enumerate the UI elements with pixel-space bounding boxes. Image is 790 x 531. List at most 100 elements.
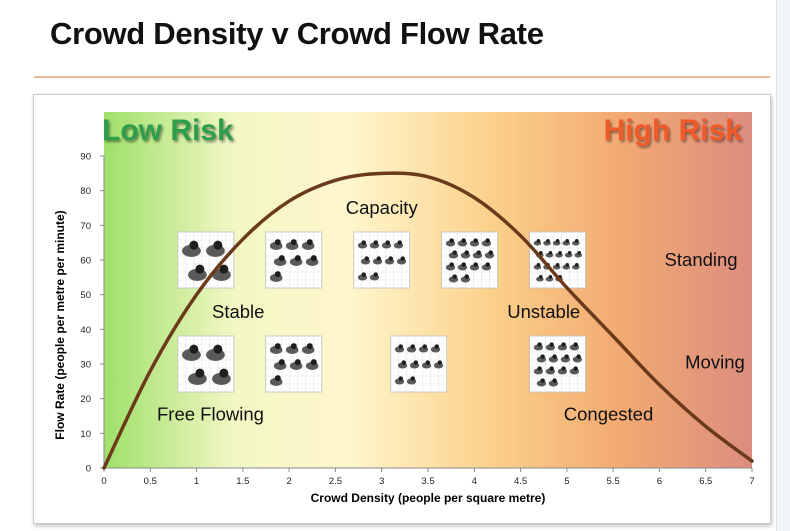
person-head — [488, 250, 493, 255]
y-tick-label: 40 — [80, 325, 91, 336]
person-head — [213, 344, 223, 354]
x-tick-label: 2 — [286, 476, 291, 487]
x-tick-label: 7 — [749, 476, 754, 487]
person-head — [573, 366, 578, 371]
person-head — [306, 343, 313, 350]
y-tick-label: 80 — [80, 186, 91, 197]
x-tick-label: 6 — [657, 476, 662, 487]
y-tick-label: 10 — [80, 429, 91, 440]
person-head — [278, 359, 285, 366]
person-head — [294, 255, 301, 262]
x-tick-label: 2.5 — [329, 476, 342, 487]
x-tick-label: 5 — [564, 476, 569, 487]
person-head — [213, 240, 223, 250]
person-head — [274, 375, 281, 382]
y-tick-label: 0 — [86, 464, 91, 475]
person-head — [549, 366, 554, 371]
flow-curve-line — [102, 171, 754, 470]
x-tick-label: 6.5 — [699, 476, 712, 487]
person-head — [373, 272, 378, 277]
person-head — [422, 344, 428, 349]
x-tick-label: 3.5 — [421, 476, 434, 487]
person-head — [195, 264, 205, 274]
person-head — [219, 264, 229, 274]
annotation-label: Unstable — [507, 301, 580, 322]
x-tick-label: 4.5 — [514, 476, 527, 487]
person-head — [564, 354, 569, 359]
person-head — [567, 251, 572, 255]
person-head — [539, 275, 543, 279]
person-head — [452, 274, 457, 279]
x-axis-title: Crowd Density (people per square metre) — [311, 491, 546, 505]
moving-density-3-illustration — [390, 335, 448, 393]
person-head — [373, 240, 378, 245]
person-head — [555, 239, 560, 243]
person-head — [274, 271, 281, 278]
person-head — [575, 263, 579, 267]
annotation-label: Congested — [564, 403, 653, 424]
x-tick-label: 1 — [194, 476, 199, 487]
person-head — [306, 239, 313, 246]
person-head — [361, 272, 366, 277]
y-tick-label: 20 — [80, 394, 91, 405]
person-head — [461, 262, 466, 267]
person-head — [189, 240, 199, 250]
person-head — [219, 368, 229, 378]
person-head — [425, 360, 431, 365]
person-head — [449, 262, 454, 267]
moving-density-1-illustration — [177, 335, 235, 393]
window-edge — [776, 0, 790, 531]
annotation-label: Free Flowing — [157, 403, 264, 424]
person-head — [565, 239, 570, 243]
person-head — [195, 368, 205, 378]
person-head — [398, 376, 404, 381]
person-head — [552, 378, 557, 383]
annotation-label: Moving — [685, 351, 745, 372]
person-head — [388, 256, 393, 261]
x-tick-label: 0 — [101, 476, 106, 487]
slide-title: Crowd Density v Crowd Flow Rate — [50, 16, 544, 51]
standing-density-5-illustration — [529, 231, 586, 289]
person-head — [577, 251, 582, 255]
person-head — [376, 256, 381, 261]
person-head — [397, 240, 402, 245]
crowd-illustrations — [177, 231, 586, 393]
axes: 0 0.5 1 1.5 2 2.5 3 3.5 4 4.5 5 5.5 6 6.5 701020304050… — [80, 152, 754, 488]
x-tick-label: 4 — [472, 476, 477, 487]
person-head — [476, 250, 481, 255]
y-tick-label: 90 — [80, 152, 91, 163]
person-head — [410, 376, 416, 381]
person-head — [561, 342, 566, 347]
person-head — [437, 360, 443, 365]
person-head — [434, 344, 440, 349]
person-head — [290, 239, 297, 246]
flow-curve-group — [102, 171, 754, 470]
x-tick-label: 1.5 — [236, 476, 249, 487]
y-tick-label: 30 — [80, 360, 91, 371]
person-head — [548, 275, 553, 279]
person-head — [290, 343, 297, 350]
x-tick-label: 0.5 — [144, 476, 157, 487]
standing-density-3-illustration — [353, 231, 411, 289]
risk-gradient-background — [104, 112, 752, 468]
person-head — [449, 238, 454, 243]
person-head — [546, 239, 550, 243]
person-head — [549, 342, 554, 347]
person-head — [464, 274, 469, 279]
y-tick-label: 70 — [80, 221, 91, 232]
low-risk-label: Low Risk — [102, 114, 234, 147]
person-head — [294, 359, 301, 366]
annotation-label: Standing — [665, 249, 738, 270]
standing-density-2-illustration — [265, 231, 323, 289]
person-head — [274, 239, 281, 246]
person-head — [473, 262, 478, 267]
person-head — [536, 263, 541, 267]
y-tick-label: 60 — [80, 256, 91, 267]
person-head — [310, 359, 317, 366]
person-head — [561, 366, 566, 371]
person-head — [573, 342, 578, 347]
person-head — [310, 255, 317, 262]
person-head — [452, 250, 457, 255]
annotations: Capacity Stable Unstable Free Flowing Conges… — [157, 197, 745, 424]
person-head — [473, 238, 478, 243]
